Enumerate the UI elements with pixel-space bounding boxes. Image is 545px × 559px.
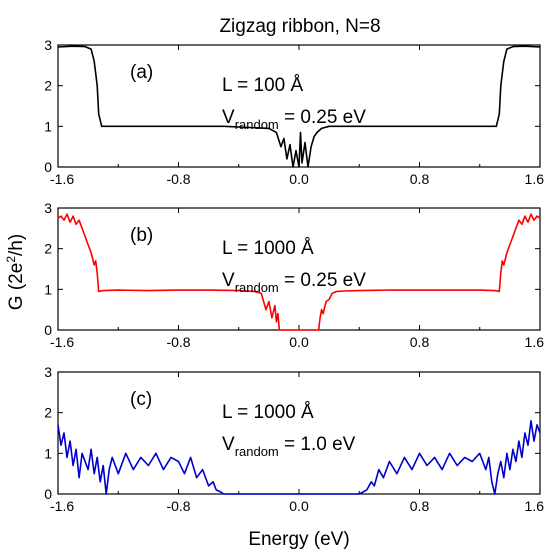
annotation-potential-sub-c: random [235, 444, 279, 459]
panel-b: -1.6 -0.8 0.0 0.8 1.6 0 1 2 3 (b) L = 1000 Å Vrando… [44, 200, 544, 350]
annotation-potential-main-a: V [222, 107, 235, 128]
y-axis-label-tail: /h) [6, 234, 27, 256]
x-tick-label-c-4: 1.6 [525, 498, 545, 514]
y-tick-label-a-3: 3 [44, 37, 52, 53]
panel-label-c: (c) [130, 389, 152, 410]
y-tick-label-a-1: 1 [44, 118, 52, 134]
annotation-potential-main-b: V [222, 270, 235, 291]
x-tick-label-b-4: 1.6 [525, 334, 545, 350]
panel-label-b: (b) [130, 225, 153, 246]
y-tick-label-b-0: 0 [44, 322, 52, 338]
panel-label-a: (a) [130, 62, 153, 83]
y-tick-label-c-3: 3 [44, 364, 52, 380]
panel-a: -1.6 -0.8 0.0 0.8 1.6 0 1 2 3 (a) L = 100 Å Vrandom… [44, 37, 544, 187]
y-axis-label-sup: 2 [4, 256, 18, 263]
y-tick-label-a-2: 2 [44, 78, 52, 94]
annotation-potential-value-b: = 0.25 eV [279, 270, 366, 291]
y-axis-label-main: G (2e [6, 263, 27, 311]
y-tick-label-b-2: 2 [44, 241, 52, 257]
figure-title: Zigzag ribbon, N=8 [219, 16, 380, 37]
x-tick-label-b-3: 0.8 [410, 334, 430, 350]
y-tick-label-c-0: 0 [44, 486, 52, 502]
x-tick-label-a-3: 0.8 [410, 171, 430, 187]
series-line-c [57, 419, 541, 495]
y-tick-label-b-3: 3 [44, 200, 52, 216]
y-tick-label-a-0: 0 [44, 159, 52, 175]
x-tick-label-c-2: 0.0 [289, 498, 309, 514]
annotation-potential-value-c: = 1.0 eV [279, 434, 356, 455]
annotation-length-c: L = 1000 Å [222, 402, 314, 423]
x-axis-label: Energy (eV) [248, 529, 349, 550]
series-line-a [57, 45, 541, 168]
x-tick-label-c-0: -1.6 [50, 498, 74, 514]
x-tick-label-a-4: 1.6 [525, 171, 545, 187]
series-line-b [57, 213, 541, 331]
x-tick-label-c-1: -0.8 [166, 498, 190, 514]
annotation-length-b: L = 1000 Å [222, 238, 314, 259]
x-tick-label-c-3: 0.8 [410, 498, 430, 514]
annotation-length-a: L = 100 Å [222, 75, 303, 96]
x-tick-label-b-0: -1.6 [50, 334, 74, 350]
x-tick-label-b-1: -0.8 [166, 334, 190, 350]
annotation-potential-a: Vrandom = 0.25 eV [222, 107, 366, 132]
y-tick-label-b-1: 1 [44, 281, 52, 297]
y-tick-label-c-1: 1 [44, 445, 52, 461]
x-tick-label-a-2: 0.0 [289, 171, 309, 187]
annotation-potential-sub-b: random [235, 280, 279, 295]
annotation-potential-b: Vrandom = 0.25 eV [222, 270, 366, 295]
panel-c: -1.6 -0.8 0.0 0.8 1.6 0 1 2 3 (c) L = 1000 Å Vrando… [44, 364, 544, 514]
y-tick-label-c-2: 2 [44, 405, 52, 421]
annotation-potential-c: Vrandom = 1.0 eV [222, 434, 356, 459]
x-tick-label-a-1: -0.8 [166, 171, 190, 187]
annotation-potential-main-c: V [222, 434, 235, 455]
y-axis-label: G (2e2/h) [4, 234, 27, 310]
x-tick-label-b-2: 0.0 [289, 334, 309, 350]
annotation-potential-sub-a: random [235, 117, 279, 132]
x-tick-label-a-0: -1.6 [50, 171, 74, 187]
annotation-potential-value-a: = 0.25 eV [279, 107, 366, 128]
